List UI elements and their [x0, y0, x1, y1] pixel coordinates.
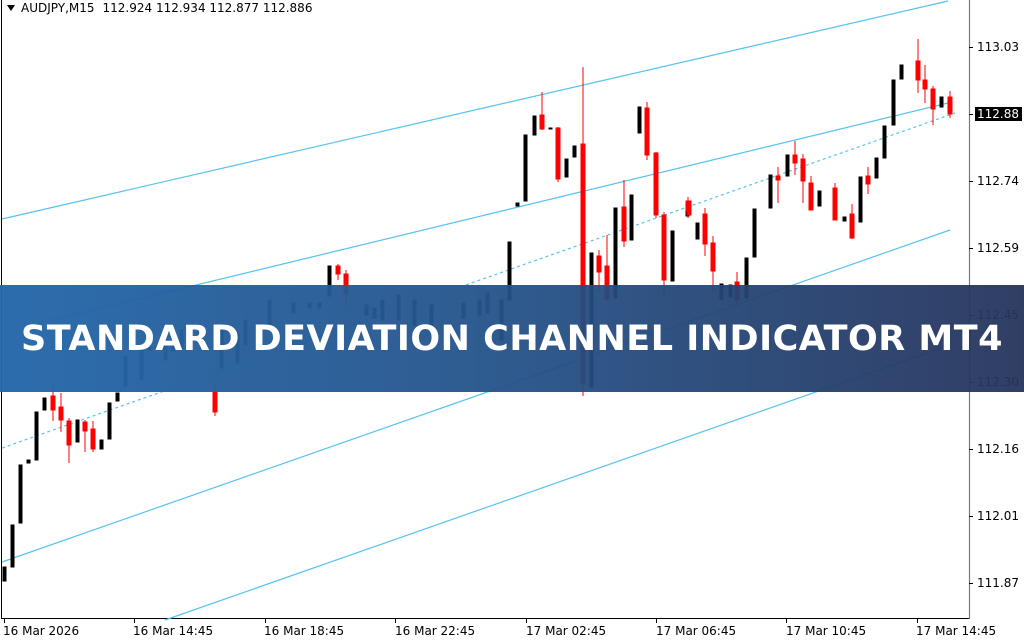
bear-candle	[775, 175, 781, 181]
bull-candle	[572, 145, 577, 158]
bear-candle	[702, 213, 708, 245]
bull-candle	[695, 222, 700, 240]
price-label: 112.74	[977, 174, 1019, 188]
bull-candle	[768, 174, 773, 209]
time-label: 16 Mar 14:45	[133, 624, 214, 638]
bull-candle	[874, 157, 879, 179]
bear-candle	[653, 152, 659, 216]
bear-candle	[661, 214, 667, 281]
price-label: 112.01	[977, 509, 1019, 523]
channel-middle-line[interactable]	[1, 112, 956, 449]
bull-candle	[10, 524, 15, 568]
bear-candle	[686, 200, 692, 216]
bear-candle	[849, 213, 855, 239]
bear-candle	[947, 96, 953, 115]
bear-candle	[555, 127, 561, 180]
bull-candle	[670, 230, 675, 282]
bear-candle	[930, 88, 936, 110]
bear-candle	[792, 154, 798, 164]
bear-candle	[335, 265, 341, 275]
time-label: 16 Mar 22:45	[395, 624, 476, 638]
bear-candle	[922, 79, 928, 90]
time-label: 16 Mar 18:45	[264, 624, 345, 638]
bull-candle	[637, 106, 642, 134]
channel-upper-2-line[interactable]	[1, 0, 949, 220]
bear-candle	[644, 107, 650, 156]
bear-candle	[865, 175, 871, 185]
time-axis-ticks	[4, 618, 918, 623]
bull-candle	[34, 411, 39, 461]
bull-candle	[99, 439, 104, 450]
bear-candle	[539, 114, 545, 130]
bull-candle	[548, 127, 553, 130]
bull-candle	[785, 154, 790, 177]
time-label: 17 Mar 02:45	[526, 624, 607, 638]
bull-candle	[891, 79, 896, 126]
title-banner: STANDARD DEVIATION CHANNEL INDICATOR MT4	[0, 285, 1024, 392]
bear-candle	[596, 255, 602, 273]
bear-candle	[808, 182, 814, 211]
bear-candle	[212, 391, 218, 413]
bull-candle	[523, 134, 528, 202]
bull-candle	[26, 459, 31, 464]
price-label: 112.16	[977, 442, 1019, 456]
bull-candle	[42, 397, 47, 411]
current-price-label: 112.88	[975, 107, 1022, 121]
bull-candle	[532, 115, 537, 136]
bull-candle	[515, 202, 520, 207]
bull-candle	[752, 208, 757, 258]
bear-candle	[832, 187, 838, 221]
bull-candle	[629, 194, 634, 241]
bull-candle	[564, 158, 569, 178]
bull-candle	[817, 190, 822, 207]
bull-candle	[858, 176, 863, 223]
bear-candle	[58, 406, 64, 421]
bull-candle	[899, 64, 904, 80]
bear-candle	[915, 60, 921, 81]
price-label: 113.03	[977, 40, 1019, 54]
bear-candle	[621, 206, 627, 242]
bear-candle	[800, 158, 806, 182]
symbol-timeframe: AUDJPY,M15	[21, 1, 95, 15]
bull-candle	[842, 216, 847, 222]
price-label: 112.59	[977, 241, 1019, 255]
bull-candle	[115, 392, 120, 402]
bear-candle	[90, 428, 96, 450]
bear-candle	[710, 242, 716, 272]
ohlc-quote: 112.924 112.934 112.877 112.886	[102, 1, 313, 15]
bull-candle	[939, 96, 944, 108]
banner-title: STANDARD DEVIATION CHANNEL INDICATOR MT4	[21, 318, 1003, 359]
price-label: 111.87	[977, 576, 1019, 590]
bull-candle	[18, 464, 23, 524]
time-label: 17 Mar 06:45	[656, 624, 737, 638]
bull-candle	[75, 419, 80, 443]
time-label: 17 Mar 10:45	[786, 624, 867, 638]
bull-candle	[882, 125, 887, 159]
chart-header: AUDJPY,M15 112.924 112.934 112.877 112.88…	[7, 0, 312, 16]
bear-candle	[82, 421, 88, 432]
bear-candle	[50, 395, 56, 411]
time-label: 16 Mar 2026	[3, 624, 80, 638]
bear-candle	[66, 420, 72, 446]
time-label: 17 Mar 14:45	[916, 624, 997, 638]
bull-candle	[2, 566, 7, 582]
bull-candle	[107, 402, 112, 440]
collapse-triangle-icon[interactable]	[7, 5, 15, 11]
